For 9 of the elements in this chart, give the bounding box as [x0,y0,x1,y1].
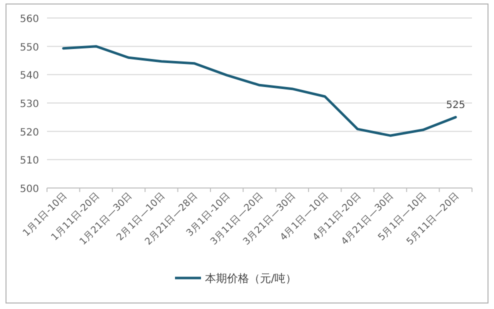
y-tick-label: 560 [20,14,39,25]
y-tick-label: 510 [20,156,39,167]
y-tick-label: 530 [20,99,39,110]
y-tick-label: 540 [20,70,39,82]
y-tick-label: 520 [20,127,39,138]
y-tick-label: 500 [20,184,39,195]
y-tick-label: 550 [20,42,39,54]
legend-label: 本期价格（元/吨） [205,272,297,285]
data-label: 525 [446,100,466,112]
